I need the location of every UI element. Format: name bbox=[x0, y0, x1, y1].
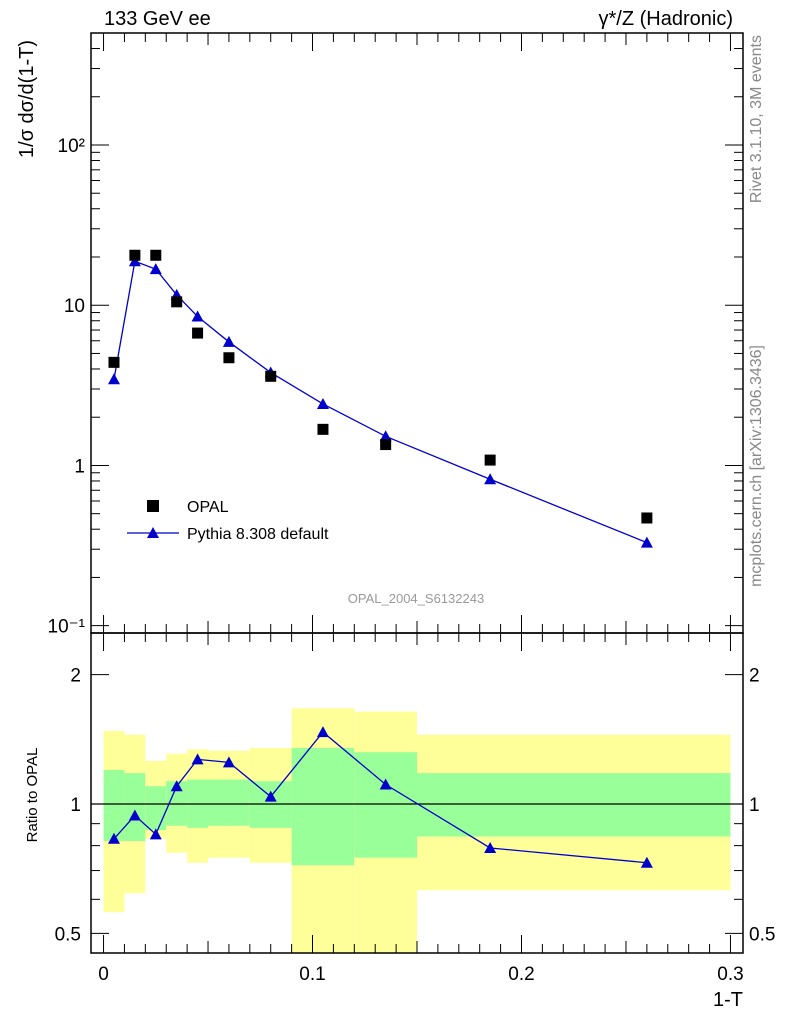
ratio-y-tick-label-right: 1 bbox=[749, 795, 760, 816]
ratio-ticks: 0.5 0.5 1 1 2 2 bbox=[55, 666, 776, 946]
pythia-ratio-point bbox=[222, 756, 235, 768]
ratio-series-layer bbox=[107, 726, 653, 868]
x-tick-label: 0.3 bbox=[717, 964, 743, 985]
pythia-ratio-point bbox=[379, 778, 392, 790]
opal-point bbox=[171, 296, 183, 308]
main-y-ticks: 10⁻¹ 1 10 10² bbox=[48, 32, 743, 638]
pythia-point bbox=[484, 473, 497, 485]
pythia-point bbox=[149, 263, 162, 275]
pythia-point bbox=[128, 255, 141, 267]
ratio-y-axis-label: Ratio to OPAL bbox=[24, 748, 41, 843]
ratio-band-inner-0 bbox=[103, 769, 125, 842]
ratio-band-inner-5 bbox=[208, 779, 250, 826]
ratio-y-tick-label: 0.5 bbox=[55, 924, 81, 945]
opal-point bbox=[484, 454, 496, 466]
pythia-ratio-point bbox=[170, 780, 183, 792]
main-y-axis-label: 1/σ dσ/d(1-T) bbox=[16, 40, 38, 158]
plot-title-right: γ*/Z (Hadronic) bbox=[599, 8, 733, 30]
pythia-ratio-point bbox=[107, 832, 120, 844]
ratio-uncertainty-bands bbox=[103, 708, 731, 953]
pythia-ratio-point bbox=[128, 809, 141, 821]
pythia-ratio-point bbox=[264, 790, 277, 802]
ratio-band-inner-1 bbox=[124, 773, 146, 842]
opal-point bbox=[150, 249, 162, 261]
ratio-band-inner-8 bbox=[354, 752, 417, 858]
legend-marker-pythia bbox=[147, 527, 159, 538]
pythia-point bbox=[316, 397, 329, 409]
ratio-y-tick-label: 2 bbox=[70, 666, 81, 687]
ratio-band-inner-2 bbox=[145, 786, 167, 830]
pythia-ratio-point bbox=[316, 726, 329, 738]
main-y-tick-label: 1 bbox=[74, 456, 85, 477]
ratio-y-tick-label: 1 bbox=[70, 795, 81, 816]
ratio-y-tick-label-right: 0.5 bbox=[749, 924, 775, 945]
analysis-id-watermark: OPAL_2004_S6132243 bbox=[348, 591, 484, 606]
opal-point bbox=[223, 352, 235, 364]
opal-point bbox=[108, 356, 120, 368]
mcplots-source-label: mcplots.cern.ch [arXiv:1306.3436] bbox=[748, 345, 765, 587]
opal-point bbox=[641, 512, 653, 524]
ratio-y-tick-label-right: 2 bbox=[749, 666, 760, 687]
pythia-ratio-point bbox=[191, 753, 204, 765]
ratio-band-inner-7 bbox=[291, 747, 355, 866]
x-tick-label: 0.1 bbox=[299, 964, 325, 985]
x-tick-label: 0 bbox=[98, 964, 109, 985]
opal-point bbox=[129, 249, 141, 261]
ratio-band-inner-9 bbox=[417, 773, 731, 837]
x-tick-label: 0.2 bbox=[508, 964, 534, 985]
legend-label-opal: OPAL bbox=[187, 499, 229, 516]
main-x-ticks: 0 0.1 0.2 0.3 bbox=[98, 33, 744, 985]
opal-point bbox=[265, 370, 277, 382]
legend: OPAL Pythia 8.308 default bbox=[127, 499, 329, 543]
pythia-point bbox=[222, 335, 235, 347]
pythia-point bbox=[107, 373, 120, 385]
opal-point bbox=[380, 439, 392, 451]
plot-title-left: 133 GeV ee bbox=[104, 8, 211, 30]
main-y-tick-label: 10 bbox=[64, 296, 85, 317]
pythia-point bbox=[191, 310, 204, 322]
main-y-tick-label: 10⁻¹ bbox=[48, 617, 86, 638]
pythia-ratio-point bbox=[149, 828, 162, 840]
pythia-point bbox=[379, 430, 392, 442]
opal-point bbox=[317, 423, 329, 435]
rivet-version-label: Rivet 3.1.10, 3M events bbox=[748, 35, 765, 203]
main-series-layer bbox=[107, 249, 653, 548]
x-axis-label: 1-T bbox=[713, 989, 743, 1011]
pythia-ratio-point bbox=[484, 841, 497, 853]
pythia-point bbox=[640, 536, 653, 548]
pythia-ratio-point bbox=[640, 856, 653, 868]
opal-point bbox=[192, 327, 204, 339]
legend-label-pythia: Pythia 8.308 default bbox=[187, 526, 329, 543]
legend-marker-opal bbox=[147, 500, 159, 512]
main-y-tick-label: 10² bbox=[58, 136, 85, 157]
